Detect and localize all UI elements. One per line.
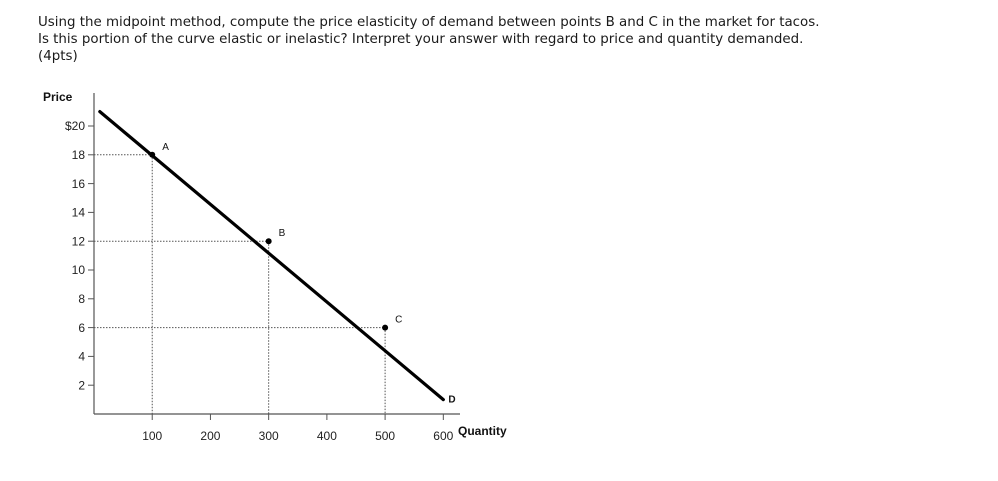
x-axis-title: Quantity	[458, 424, 507, 438]
y-tick-label: 14	[72, 206, 86, 220]
point-label: C	[395, 315, 402, 326]
curve-label: D	[448, 395, 455, 406]
y-tick-label: 8	[78, 292, 85, 306]
y-tick-label: 18	[72, 148, 86, 162]
y-tick-label: 16	[72, 177, 86, 191]
question-text: Using the midpoint method, compute the p…	[38, 14, 978, 65]
y-tick-label: 6	[78, 321, 85, 335]
point-marker	[265, 238, 272, 245]
point-label: B	[279, 228, 286, 239]
guide-lines	[94, 154, 386, 414]
question-line-1: Using the midpoint method, compute the p…	[38, 15, 820, 30]
x-tick-label: 400	[317, 429, 337, 443]
question-line-3: (4pts)	[38, 49, 78, 64]
y-tick-label: $20	[65, 119, 85, 133]
demand-curve-group: D	[98, 109, 456, 406]
x-tick-label: 600	[433, 429, 453, 443]
y-tick-label: 4	[78, 350, 85, 364]
y-tick-label: 12	[72, 234, 86, 248]
x-tick-label: 200	[200, 429, 220, 443]
x-tick-label: 100	[142, 429, 162, 443]
y-axis-title: Price	[43, 90, 73, 104]
y-tick-label: 10	[72, 263, 86, 277]
axes	[93, 93, 460, 415]
x-tick-label: 300	[259, 429, 279, 443]
y-tick-label: 2	[78, 378, 85, 392]
ticks: 2 4 6 8 10 12 14 16 18 $20 100 200 300 400 500 600	[65, 119, 454, 443]
question-line-2: Is this portion of the curve elastic or …	[38, 32, 804, 47]
point-marker	[382, 324, 389, 331]
point-marker	[149, 151, 156, 158]
demand-curve	[98, 109, 445, 402]
x-tick-label: 500	[375, 429, 395, 443]
points-group: A B C	[149, 142, 402, 331]
point-label: A	[162, 142, 169, 153]
